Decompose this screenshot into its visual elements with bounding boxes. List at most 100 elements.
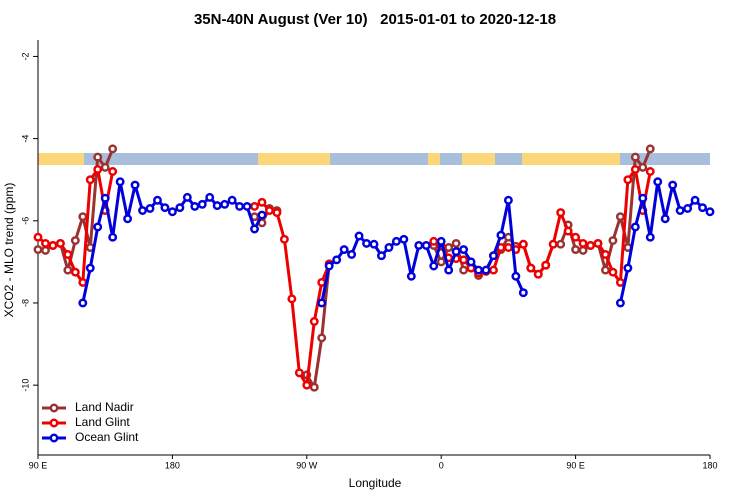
point: [78, 277, 88, 287]
y-axis-label: XCO2 - MLO trend (ppm): [2, 183, 16, 318]
point: [548, 239, 558, 249]
point: [317, 298, 327, 308]
point: [279, 234, 289, 244]
point: [608, 236, 618, 245]
point: [444, 265, 454, 275]
point: [481, 265, 491, 275]
point: [638, 162, 648, 172]
point: [593, 238, 603, 248]
point: [541, 260, 551, 270]
point: [70, 267, 80, 277]
point: [108, 144, 118, 154]
point: [496, 230, 506, 240]
point: [683, 204, 693, 213]
point: [601, 265, 610, 275]
point: [160, 203, 170, 213]
point: [182, 192, 192, 202]
point: [466, 257, 476, 267]
point: [630, 152, 640, 162]
point: [220, 199, 230, 209]
point: [556, 239, 566, 249]
point: [511, 271, 521, 281]
point: [33, 245, 43, 255]
legend-marker: [49, 418, 59, 428]
point: [212, 201, 222, 211]
point: [436, 236, 446, 246]
legend-label: Ocean Glint: [75, 430, 139, 444]
point: [503, 195, 513, 205]
point: [78, 298, 88, 308]
point: [436, 257, 446, 267]
point: [100, 162, 110, 172]
point: [623, 175, 633, 185]
point: [705, 207, 715, 217]
point: [93, 222, 103, 232]
point: [675, 206, 685, 215]
point: [153, 195, 162, 205]
point: [257, 210, 267, 220]
point: [526, 263, 536, 273]
point: [197, 199, 207, 209]
point: [41, 238, 50, 248]
point: [429, 236, 439, 246]
point: [250, 224, 259, 234]
point: [503, 243, 513, 252]
point: [668, 180, 678, 190]
point: [489, 251, 498, 261]
point: [518, 288, 528, 298]
point: [571, 232, 581, 242]
point: [93, 164, 103, 174]
point: [227, 195, 237, 205]
point: [638, 193, 648, 203]
point: [78, 212, 88, 222]
point: [100, 193, 110, 203]
point: [235, 201, 245, 211]
point: [653, 177, 663, 187]
point: [108, 167, 118, 176]
point: [41, 245, 50, 255]
x-tick-label: 0: [439, 460, 444, 470]
point: [451, 247, 461, 257]
point: [93, 152, 103, 162]
point: [474, 265, 483, 275]
point: [324, 261, 334, 271]
legend-marker: [49, 433, 59, 443]
point: [615, 277, 625, 287]
x-tick-label: 90 E: [29, 460, 48, 470]
point: [615, 298, 625, 308]
point: [406, 271, 416, 281]
y-tick-label: -10: [20, 379, 30, 392]
point: [571, 245, 581, 255]
x-tick-label: 90 W: [296, 460, 318, 470]
y-tick-label: -6: [20, 217, 30, 225]
point: [698, 203, 707, 213]
point: [377, 251, 386, 261]
x-axis-label: Longitude: [349, 476, 402, 490]
point: [459, 255, 469, 265]
point: [354, 231, 364, 241]
point: [459, 265, 469, 275]
point: [63, 250, 73, 259]
point: [85, 263, 95, 273]
legend-marker: [49, 403, 59, 413]
y-tick-label: -8: [20, 299, 30, 307]
point: [205, 192, 215, 202]
point: [302, 380, 312, 390]
point: [518, 239, 528, 249]
point: [444, 243, 454, 252]
x-tick-label: 90 E: [566, 460, 585, 470]
legend-label: Land Glint: [75, 415, 130, 429]
point: [167, 207, 177, 217]
series-line: [37, 148, 652, 389]
point: [309, 382, 319, 392]
point: [623, 263, 633, 273]
chart-title: 35N-40N August (Ver 10) 2015-01-01 to 20…: [194, 11, 556, 28]
point: [533, 269, 543, 279]
point: [459, 245, 469, 255]
point: [369, 239, 379, 249]
y-tick-label: -4: [20, 135, 30, 143]
point: [272, 208, 282, 218]
point: [630, 222, 640, 232]
point: [391, 236, 401, 246]
